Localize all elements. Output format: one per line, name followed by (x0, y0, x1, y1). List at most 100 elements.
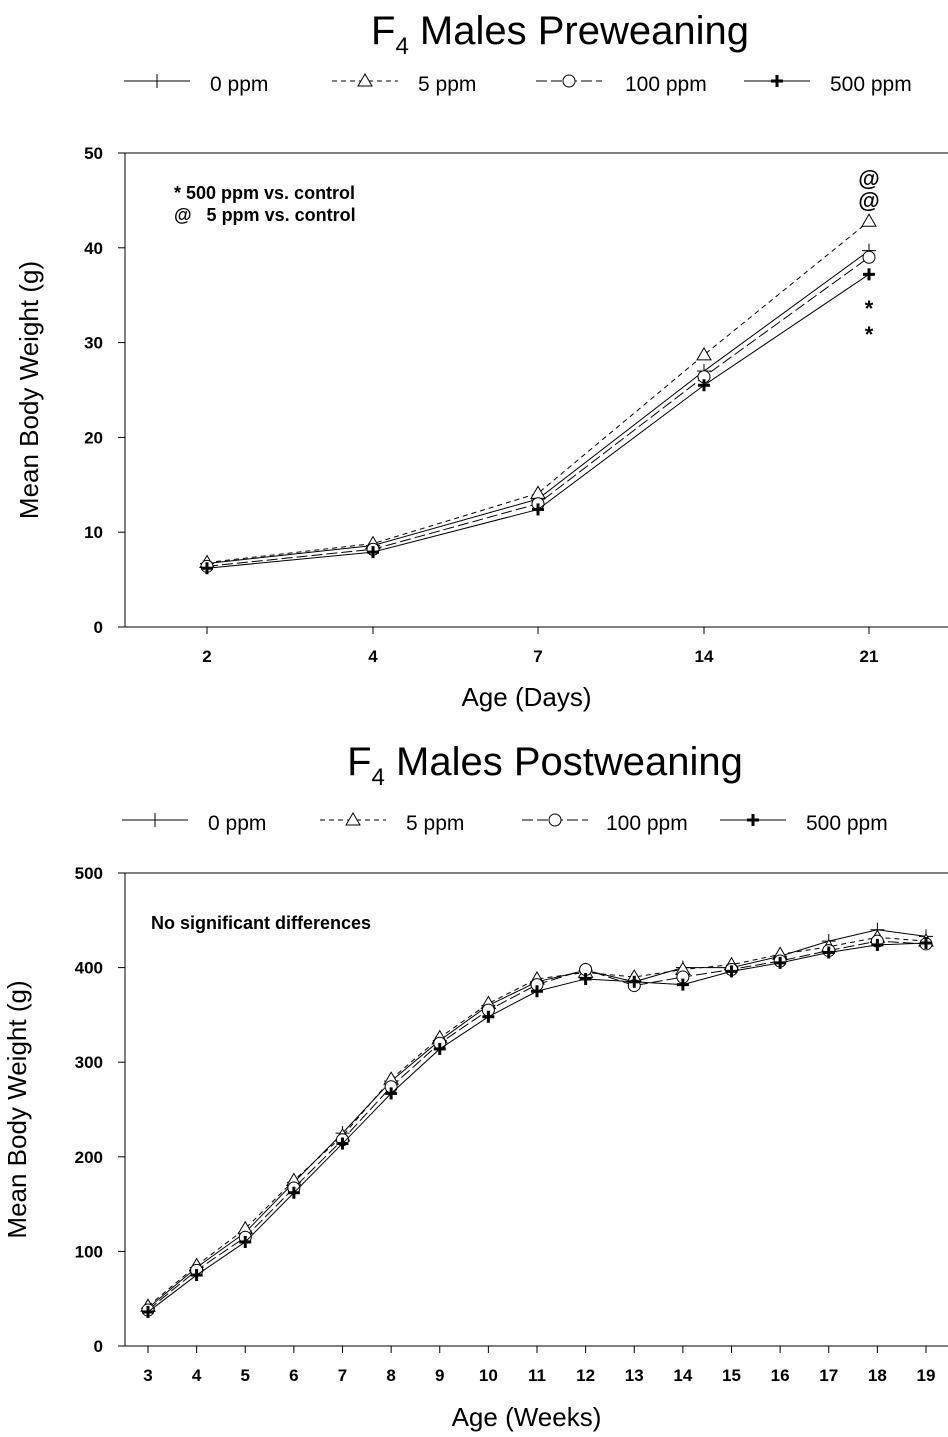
x-tick-label-4: 21 (860, 647, 879, 666)
legend-marker-2 (548, 813, 562, 827)
data-point-s3-2 (532, 503, 544, 516)
chart-title-main: F (347, 740, 371, 784)
data-point-s3-3 (698, 379, 710, 392)
data-point-s1-3 (696, 346, 712, 361)
x-tick-label-9: 12 (576, 1366, 595, 1385)
x-tick-label-12: 15 (722, 1366, 741, 1385)
data-point-s3-0 (142, 1305, 154, 1318)
data-point-s3-8 (531, 985, 543, 998)
y-tick-label-3: 30 (84, 334, 103, 353)
legend-label-2: 100 ppm (625, 73, 707, 96)
legend-label-1: 5 ppm (418, 73, 476, 96)
y-tick-label-4: 400 (75, 959, 103, 978)
legend: 0 ppm 5 ppm 100 ppm 500 ppm (124, 73, 912, 96)
legend-marker-3 (747, 814, 759, 826)
legend-marker-3 (771, 75, 783, 87)
chart-title-subscript: 4 (372, 764, 385, 791)
chart-title-main: F (371, 9, 395, 53)
data-point-s3-1 (190, 1269, 203, 1282)
x-tick-label-11: 14 (673, 1366, 692, 1385)
y-tick-label-2: 20 (84, 428, 103, 447)
legend-label-0: 0 ppm (208, 812, 266, 835)
data-point-s3-0 (201, 562, 213, 575)
data-point-s3-7 (482, 1010, 495, 1023)
data-point-s3-12 (725, 965, 738, 978)
significance-mark-1: @ (858, 188, 879, 213)
x-tick-label-16: 19 (917, 1366, 936, 1385)
legend-marker-0 (150, 74, 164, 88)
x-tick-label-8: 11 (528, 1366, 546, 1385)
legend: 0 ppm 5 ppm 100 ppm 500 ppm (122, 812, 888, 835)
legend-label-1: 5 ppm (406, 812, 464, 835)
legend-marker-2 (562, 74, 576, 88)
data-point-s3-6 (433, 1042, 446, 1055)
series-line-0 (206, 250, 870, 564)
x-tick-label-7: 10 (479, 1366, 498, 1385)
series-line-1 (206, 220, 870, 564)
y-tick-label-5: 500 (75, 864, 103, 883)
data-point-s3-14 (822, 946, 835, 959)
y-tick-label-2: 200 (75, 1148, 103, 1167)
annotation-0: * 500 ppm vs. control (174, 183, 355, 203)
x-tick-label-5: 8 (386, 1366, 395, 1385)
legend-label-3: 500 ppm (830, 73, 912, 96)
x-tick-label-1: 4 (368, 647, 378, 666)
x-axis-label: Age (Weeks) (452, 1402, 602, 1432)
data-point-s3-4 (336, 1137, 349, 1150)
series-line-2 (206, 256, 870, 567)
y-tick-label-1: 10 (84, 523, 103, 542)
y-tick-label-0: 0 (94, 1337, 103, 1356)
x-tick-label-4: 7 (338, 1366, 347, 1385)
legend-label-0: 0 ppm (210, 73, 268, 96)
legend-marker-1 (345, 812, 361, 826)
data-point-s3-4 (863, 268, 875, 281)
data-point-s3-3 (287, 1186, 300, 1199)
y-tick-label-5: 50 (84, 144, 103, 163)
significance-mark-2: * (865, 296, 874, 321)
annotation-0: No significant differences (151, 913, 371, 933)
significance-mark-3: * (865, 322, 874, 347)
x-tick-label-0: 3 (143, 1366, 152, 1385)
legend-label-2: 100 ppm (606, 812, 688, 835)
x-tick-label-1: 4 (192, 1366, 202, 1385)
data-point-s2-4 (862, 250, 876, 264)
x-tick-label-10: 13 (625, 1366, 644, 1385)
x-tick-label-2: 5 (241, 1366, 250, 1385)
x-tick-label-2: 7 (533, 647, 542, 666)
data-point-s3-11 (676, 978, 689, 991)
data-point-s3-15 (871, 938, 884, 951)
data-point-s3-10 (628, 975, 641, 988)
legend-label-3: 500 ppm (806, 812, 888, 835)
series-line-3 (147, 942, 927, 1313)
x-tick-label-6: 9 (435, 1366, 444, 1385)
x-tick-label-13: 16 (771, 1366, 790, 1385)
y-tick-label-4: 40 (84, 239, 103, 258)
data-point-s3-9 (579, 972, 592, 985)
data-point-s3-13 (774, 956, 787, 969)
x-tick-label-3: 14 (695, 647, 714, 666)
data-point-s3-2 (239, 1235, 252, 1248)
x-tick-label-3: 6 (289, 1366, 298, 1385)
chart-title: F4 Males Postweaning (347, 740, 743, 791)
annotation-1: @ 5 ppm vs. control (174, 205, 356, 225)
y-axis-label: Mean Body Weight (g) (2, 980, 32, 1238)
legend-marker-0 (148, 813, 162, 827)
y-tick-label-1: 100 (75, 1242, 103, 1261)
significance-mark-0: @ (858, 166, 879, 191)
chart-title-rest: Males Preweaning (409, 9, 749, 53)
data-point-s1-4 (861, 213, 877, 227)
data-point-s3-16 (920, 937, 932, 950)
chart-title: F4 Males Preweaning (371, 9, 749, 60)
data-point-s3-5 (385, 1087, 398, 1100)
y-axis-label: Mean Body Weight (g) (14, 261, 44, 519)
y-tick-label-3: 300 (75, 1053, 103, 1072)
x-tick-label-0: 2 (202, 647, 211, 666)
chart-title-rest: Males Postweaning (385, 740, 743, 784)
data-point-s3-1 (367, 546, 379, 559)
x-axis-label: Age (Days) (461, 682, 591, 712)
y-tick-label-0: 0 (94, 618, 103, 637)
series-line-3 (206, 273, 870, 569)
